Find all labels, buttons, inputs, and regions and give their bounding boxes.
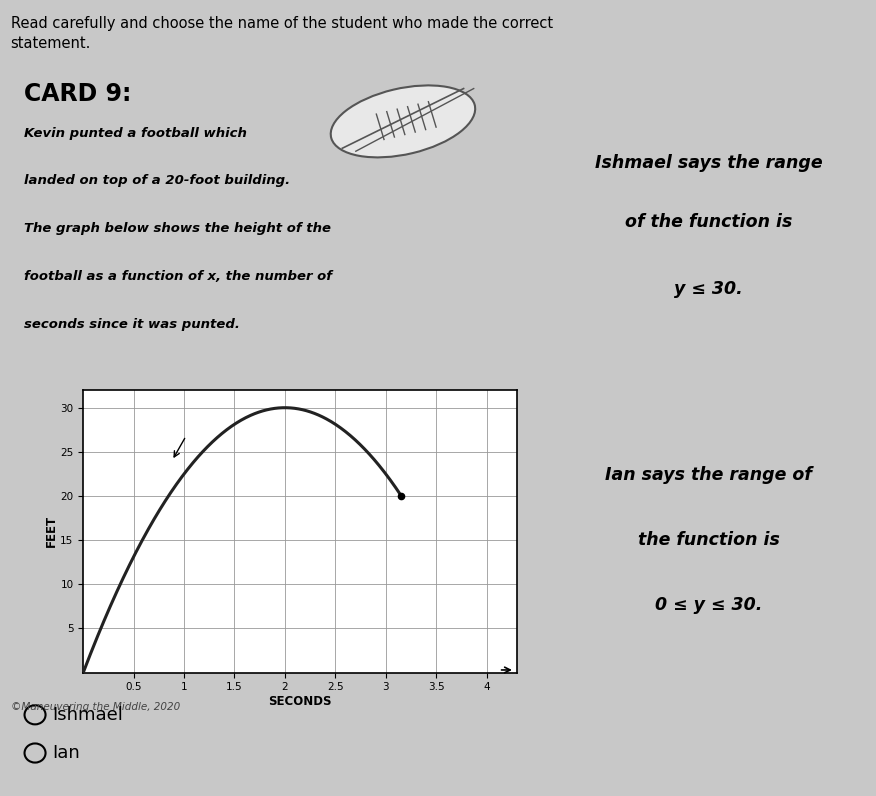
- Text: seconds since it was punted.: seconds since it was punted.: [24, 318, 240, 330]
- Text: Ian says the range of: Ian says the range of: [605, 466, 812, 484]
- Text: landed on top of a 20-foot building.: landed on top of a 20-foot building.: [24, 174, 290, 187]
- Text: CARD 9:: CARD 9:: [24, 82, 131, 106]
- Text: Ian: Ian: [53, 744, 81, 762]
- Text: football as a function of x, the number of: football as a function of x, the number …: [24, 270, 332, 283]
- Ellipse shape: [331, 85, 475, 158]
- Text: y ≤ 30.: y ≤ 30.: [675, 280, 743, 298]
- Text: Kevin punted a football which: Kevin punted a football which: [24, 127, 247, 139]
- Y-axis label: FEET: FEET: [45, 515, 58, 548]
- Text: 0 ≤ y ≤ 30.: 0 ≤ y ≤ 30.: [655, 596, 762, 615]
- Text: Ishmael says the range: Ishmael says the range: [595, 154, 823, 172]
- Text: the function is: the function is: [638, 531, 780, 549]
- Text: ©Maneuvering the Middle, 2020: ©Maneuvering the Middle, 2020: [11, 702, 180, 712]
- Text: Ishmael: Ishmael: [53, 706, 124, 724]
- X-axis label: SECONDS: SECONDS: [268, 695, 332, 708]
- Text: statement.: statement.: [11, 36, 91, 51]
- Text: of the function is: of the function is: [625, 213, 793, 231]
- Text: Read carefully and choose the name of the student who made the correct: Read carefully and choose the name of th…: [11, 16, 553, 31]
- Text: The graph below shows the height of the: The graph below shows the height of the: [24, 222, 331, 235]
